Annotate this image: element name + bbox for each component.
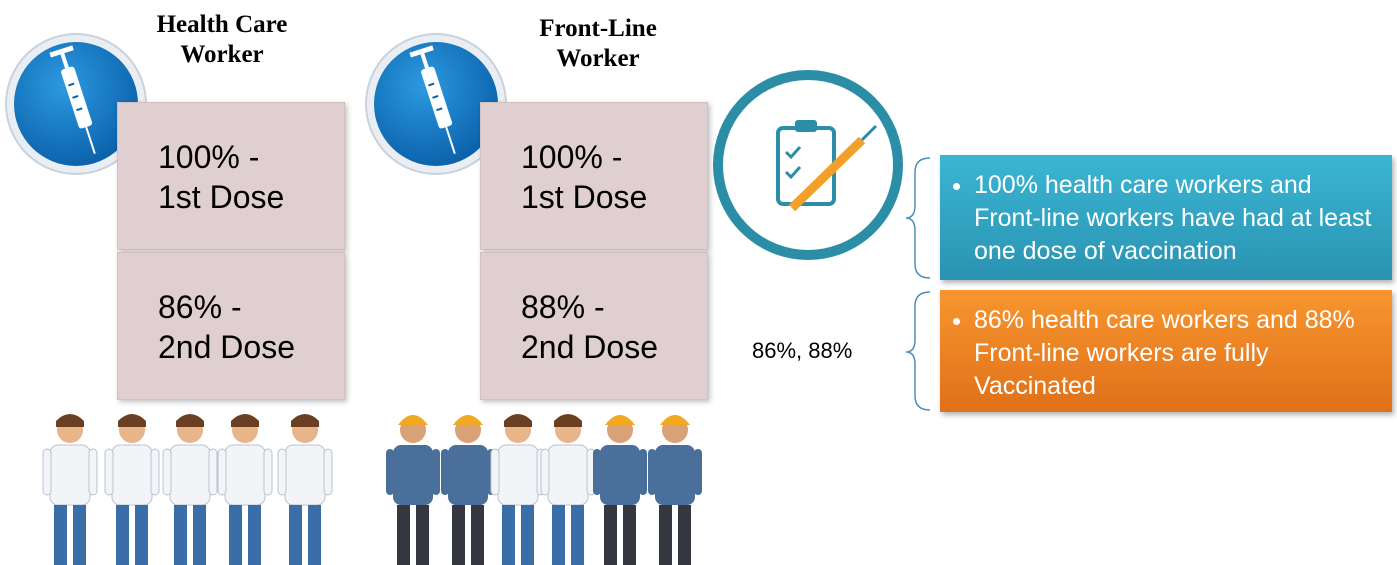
clipboard-icon xyxy=(718,75,898,255)
dose-box: 100% -1st Dose xyxy=(117,102,345,250)
brace xyxy=(906,158,930,278)
bullet: 86% health care workers and 88% Front-li… xyxy=(974,304,1382,403)
bullet: 100% health care workers and Front-line … xyxy=(974,169,1382,268)
bullet-panel: 86% health care workers and 88% Front-li… xyxy=(940,290,1392,412)
dose-box: 88% -2nd Dose xyxy=(480,252,708,400)
dose-box: 86% -2nd Dose xyxy=(117,252,345,400)
dose-box: 100% -1st Dose xyxy=(480,102,708,250)
bullet-panel: 100% health care workers and Front-line … xyxy=(940,155,1392,280)
page: Health CareWorker Front-LineWorker 100% … xyxy=(0,0,1397,565)
front-line-workers xyxy=(386,414,702,565)
health-workers xyxy=(43,414,332,565)
brace xyxy=(906,292,930,410)
summary-label: 86%, 88% xyxy=(752,338,852,364)
